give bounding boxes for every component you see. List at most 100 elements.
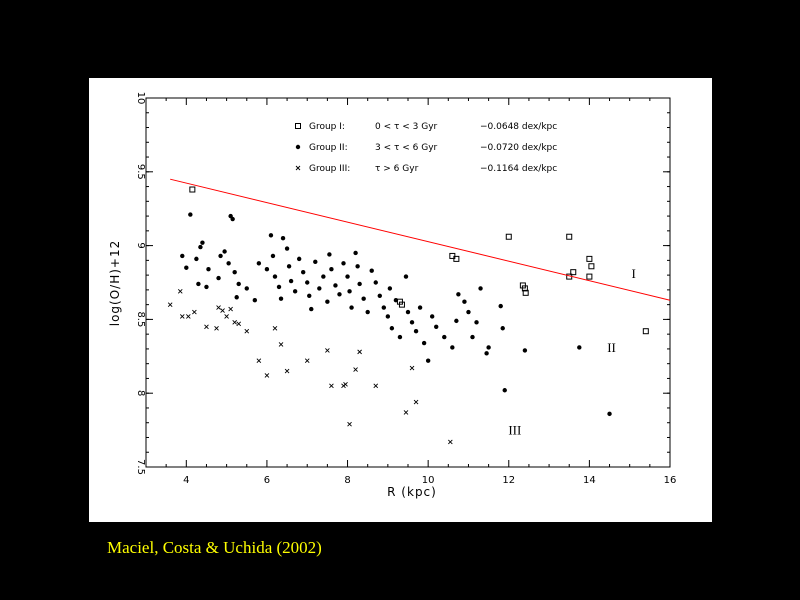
group-ii-point [321,274,326,279]
legend-age-label: 0 < τ < 3 Gyr [375,122,438,132]
group-iii-point [329,383,334,389]
group-ii-point [413,329,419,334]
group-ii-point [309,306,314,312]
citation-caption: Maciel, Costa & Uchida (2002) [107,538,322,557]
x-axis-title: R (kpc) [387,485,437,499]
group-annotation: III [508,423,521,438]
group-iii-point [373,383,379,389]
group-ii-point [206,267,211,272]
group-ii-point [361,296,366,301]
group-annotation: II [607,340,616,355]
group-annotation: I [632,266,636,281]
group-ii-point [478,286,483,291]
group-ii-point [222,249,227,254]
legend-group-label: Group II: [309,143,348,153]
x-tick-label: 16 [664,475,677,486]
group-ii-point [278,296,284,301]
group-ii-point [230,216,235,222]
group-ii-point [498,303,503,309]
x-tick-label: 6 [264,475,270,486]
fit-line [170,178,671,301]
group-ii-point [397,334,403,340]
group-ii-point [347,289,352,294]
group-iii-point [304,358,310,364]
group-ii-point [327,252,332,257]
group-ii-point [357,281,362,287]
group-ii-point [484,351,489,356]
group-ii-point [188,212,193,217]
axis-ticks: 4 6 8 10 12 14 16 7.5 8 8.5 9 9.5 10 [135,92,676,486]
group-ii-point [234,295,239,300]
group-iii-point [224,314,229,319]
group-ii-point [307,293,312,298]
group-i-point [521,285,528,292]
plot-frame [145,97,671,468]
data-points [167,186,649,445]
group-iii-point [216,305,221,310]
group-i-point [566,233,573,240]
group-iii-point [192,309,197,315]
group-ii-point [486,345,491,350]
group-iii-point [272,325,278,331]
legend-gradient-label: −0.0648 dex/kpc [480,122,557,132]
y-tick-label: 9 [135,242,146,248]
group-iii-point [228,306,233,312]
group-ii-point [317,286,322,291]
group-iii-point [278,342,284,347]
group-iii-point [353,367,358,372]
group-ii-point [276,284,282,290]
legend-age-label: τ > 6 Gyr [375,164,419,174]
group-ii-point [454,318,459,324]
group-ii-point [429,314,435,319]
group-i-point [588,263,595,270]
group-iii-point [186,314,191,319]
group-ii-point [470,334,475,340]
group-iii-point [236,321,242,327]
group-i-point [398,301,405,308]
group-ii-point [369,268,374,273]
group-iii-point [413,399,419,405]
group-ii-point [607,411,612,417]
group-ii-point [180,253,185,259]
y-tick-label: 8.5 [135,311,146,327]
group-ii-point [313,259,318,265]
group-ii-point [387,286,393,291]
group-ii-point [434,324,439,329]
group-i-point [642,328,649,335]
y-tick-label: 7.5 [135,459,146,475]
group-iii-point [167,302,173,307]
group-iii-point [325,348,330,353]
group-ii-point [325,299,330,304]
group-ii-point [450,345,455,350]
group-ii-point [252,298,258,303]
legend-gradient-label: −0.0720 dex/kpc [480,143,557,153]
group-ii-point [522,348,528,353]
group-ii-point [288,278,294,284]
group-ii-point [204,284,209,290]
y-tick-label: 10 [135,92,146,105]
group-iii-point [204,324,209,330]
group-iii-point [357,349,362,355]
group-ii-point [502,388,507,393]
chart-panel: 4 6 8 10 12 14 16 7.5 8 8.5 9 9.5 10 Group I: 0 < τ <… [89,78,712,522]
group-i-point [570,269,577,276]
group-ii-point [385,314,391,319]
group-ii-point [353,250,358,256]
y-axis-title: log(O/H)+12 [108,240,122,327]
x-tick-label: 14 [583,475,596,486]
group-ii-point [301,269,306,275]
fit-line-layer [170,178,671,301]
group-iii-point [343,382,348,387]
group-ii-point [389,326,395,331]
group-ii-point [377,293,382,298]
group-ii-point [284,246,290,251]
group-ii-point [462,299,467,304]
group-ii-point [270,253,276,259]
group-ii-point [373,280,378,285]
legend-age-label: 3 < τ < 6 Gyr [375,143,438,153]
group-ii-point [349,305,354,310]
y-tick-label: 8 [135,390,146,396]
group-i-point [453,255,460,262]
group-ii-point [474,320,479,325]
group-iii-point [409,365,415,371]
